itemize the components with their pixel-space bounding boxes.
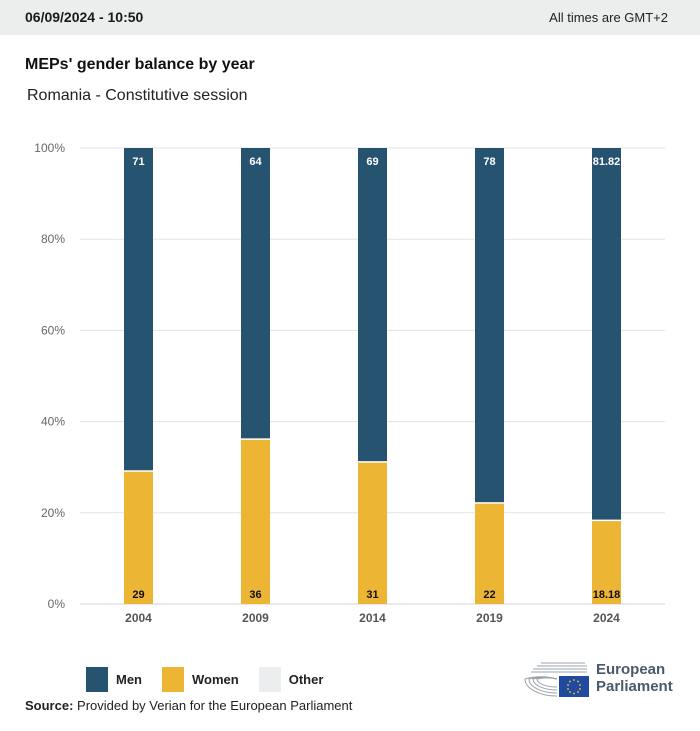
legend-swatch-women bbox=[162, 666, 184, 692]
data-label-women: 18.18 bbox=[593, 589, 621, 601]
logo-line-2: Parliament bbox=[596, 678, 673, 695]
bar-women bbox=[124, 471, 153, 604]
parliament-hemicycle-icon bbox=[524, 662, 589, 697]
legend-label-men: Men bbox=[116, 671, 142, 687]
legend: Men Women Other bbox=[86, 666, 343, 692]
chart-subtitle: Romania - Constitutive session bbox=[27, 87, 248, 104]
y-tick-label: 0% bbox=[48, 597, 66, 611]
data-label-men: 78 bbox=[483, 156, 495, 168]
x-tick-label: 2024 bbox=[593, 611, 620, 625]
bar-men bbox=[475, 148, 504, 503]
y-tick-label: 100% bbox=[34, 141, 65, 155]
bar-men bbox=[358, 148, 387, 462]
bar-women bbox=[358, 462, 387, 604]
data-label-women: 31 bbox=[366, 589, 378, 601]
y-tick-label: 40% bbox=[41, 415, 65, 429]
bar-women bbox=[592, 521, 621, 604]
data-label-women: 36 bbox=[249, 589, 261, 601]
eu-stars-icon bbox=[567, 679, 581, 695]
data-label-men: 64 bbox=[249, 156, 262, 168]
y-tick-label: 80% bbox=[41, 232, 65, 246]
data-label-men: 71 bbox=[132, 156, 144, 168]
timezone-note: All times are GMT+2 bbox=[549, 10, 668, 25]
legend-item-other[interactable]: Other bbox=[258, 666, 324, 692]
x-tick-label: 2014 bbox=[359, 611, 386, 625]
y-tick-label: 20% bbox=[41, 506, 65, 520]
bar-men bbox=[592, 148, 621, 520]
logo-text: European Parliament bbox=[596, 661, 673, 695]
legend-label-other: Other bbox=[288, 671, 324, 687]
x-tick-label: 2004 bbox=[125, 611, 152, 625]
top-bar: 06/09/2024 - 10:50 All times are GMT+2 bbox=[0, 0, 700, 35]
chart-title: MEPs' gender balance by year bbox=[25, 56, 255, 73]
source-text: Provided by Verian for the European Parl… bbox=[73, 698, 353, 713]
bar-men bbox=[241, 148, 270, 439]
x-tick-label: 2019 bbox=[476, 611, 503, 625]
source-label: Source: bbox=[25, 698, 74, 713]
bar-women bbox=[475, 503, 504, 604]
x-tick-label: 2009 bbox=[242, 611, 269, 625]
legend-item-women[interactable]: Women bbox=[162, 666, 239, 692]
stacked-bar-chart: 0% 20% 40% 60% 80% 100% 71 29 2004 64 36 2009 69 31 20… bbox=[34, 141, 665, 625]
data-label-men: 81.82 bbox=[593, 156, 621, 168]
european-parliament-logo: European Parliament bbox=[523, 659, 683, 701]
legend-swatch-other bbox=[258, 666, 281, 692]
data-label-women: 22 bbox=[483, 589, 495, 601]
bar-men bbox=[124, 148, 153, 471]
source-note: Source: Provided by Verian for the Europ… bbox=[25, 698, 352, 713]
legend-item-men[interactable]: Men bbox=[86, 666, 142, 692]
data-label-women: 29 bbox=[132, 589, 144, 601]
y-tick-label: 60% bbox=[41, 323, 65, 337]
legend-label-women: Women bbox=[192, 671, 239, 687]
datetime: 06/09/2024 - 10:50 bbox=[25, 9, 144, 25]
logo-line-1: European bbox=[596, 661, 666, 678]
data-label-men: 69 bbox=[366, 156, 378, 168]
legend-swatch-men bbox=[86, 666, 108, 692]
bar-women bbox=[241, 439, 270, 604]
